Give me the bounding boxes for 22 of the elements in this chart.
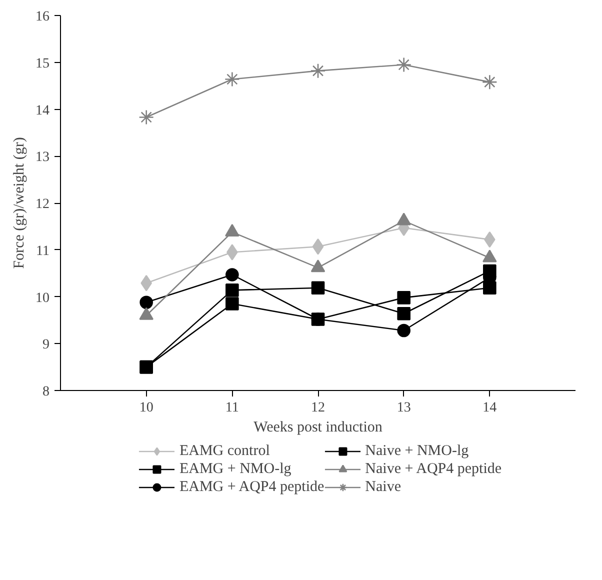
y-tick-label: 12 bbox=[36, 197, 50, 212]
y-tick-label: 13 bbox=[36, 150, 50, 166]
y-tick-label: 14 bbox=[36, 103, 50, 118]
legend-label: Naive + AQP4 peptide bbox=[365, 460, 502, 478]
y-tick-label: 8 bbox=[42, 384, 50, 400]
legend-label: EAMG + AQP4 peptide bbox=[179, 478, 324, 496]
x-axis-title: Weeks post induction bbox=[254, 420, 383, 436]
y-tick-label: 15 bbox=[36, 56, 50, 72]
y-tick-label: 16 bbox=[36, 10, 50, 24]
legend-label: EAMG control bbox=[179, 442, 270, 460]
y-axis-title: Force (gr)/weight (gr) bbox=[12, 137, 28, 269]
x-tick-label: 13 bbox=[396, 400, 411, 416]
x-tick-label: 12 bbox=[311, 400, 325, 416]
legend-label: EAMG + NMO-lg bbox=[179, 460, 292, 478]
x-tick-label: 11 bbox=[225, 400, 239, 416]
y-tick-label: 10 bbox=[36, 290, 50, 306]
legend-label: Naive + NMO-lg bbox=[365, 442, 469, 460]
x-tick-label: 10 bbox=[139, 400, 154, 416]
x-tick-label: 14 bbox=[482, 400, 497, 416]
legend-label: Naive bbox=[365, 478, 402, 496]
y-tick-label: 11 bbox=[36, 244, 50, 259]
y-tick-label: 9 bbox=[42, 338, 50, 353]
